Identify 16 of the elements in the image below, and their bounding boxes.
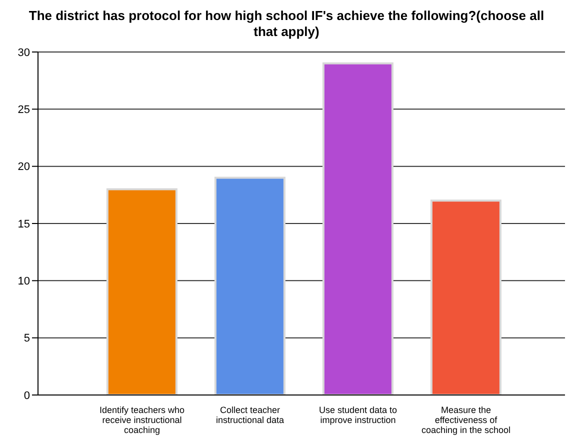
x-tick-label: Use student data to improve instruction xyxy=(318,405,398,425)
bar xyxy=(214,176,286,395)
x-tick-label: Identify teachers who receive instructional coaching xyxy=(99,405,185,435)
y-tick-label: 30 xyxy=(18,46,30,59)
chart-title: The district has protocol for how high school IF's achieve the following?(choose all that apply) xyxy=(28,8,546,40)
bar xyxy=(106,188,178,395)
y-tick-label: 10 xyxy=(18,276,30,288)
x-tick-label: Collect teacher instructional data xyxy=(216,405,284,425)
bar xyxy=(430,200,502,395)
x-tick-label: Measure the effectiveness of coaching in the school xyxy=(421,405,511,435)
y-tick-label: 15 xyxy=(18,218,30,230)
y-tick-label: 25 xyxy=(18,104,30,116)
y-tick-label: 5 xyxy=(24,332,30,345)
bar xyxy=(322,62,394,395)
y-tick-label: 0 xyxy=(24,390,30,402)
y-tick-label: 20 xyxy=(18,161,30,174)
